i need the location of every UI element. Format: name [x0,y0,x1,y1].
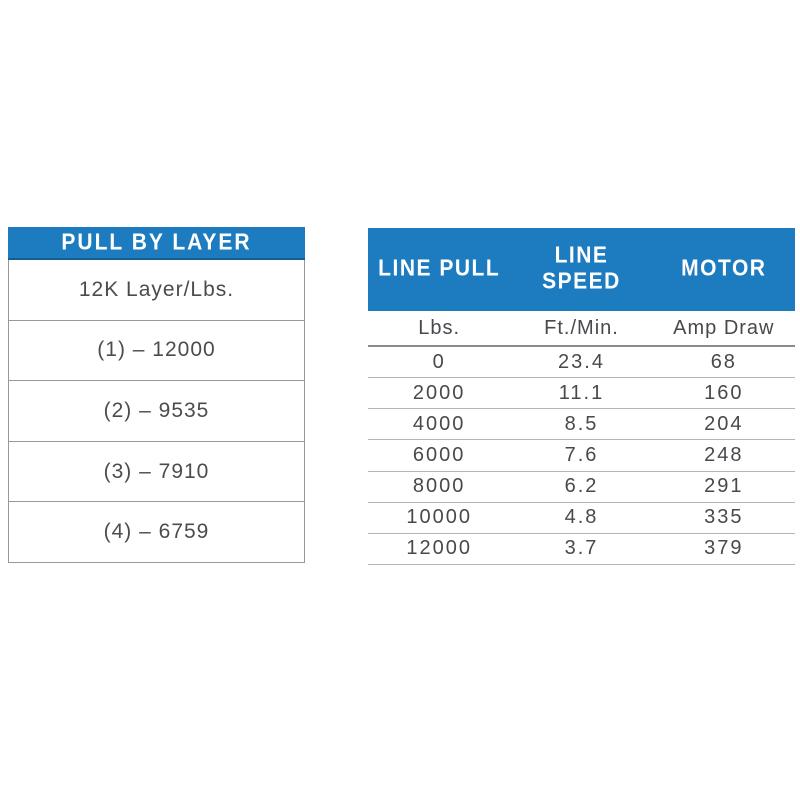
pull-layer-row-2: (2) – 9535 [9,381,304,442]
column-header-line-pull-label: LINE PULL [378,256,501,282]
cell-motor: 379 [704,537,744,560]
column-header-line-pull: LINE PULL [368,228,510,311]
column-header-motor-label: MOTOR [681,256,767,282]
cell-motor: 335 [704,506,744,529]
cell-line-pull: 2000 [412,381,466,404]
pull-by-layer-table: PULL BY LAYER 12K Layer/Lbs. (1) – 12000… [8,227,305,563]
unit-amp-draw: Amp Draw [673,316,775,339]
unit-ft-min: Ft./Min. [544,316,619,339]
cell-line-speed: 3.7 [564,537,599,560]
table-row: 8000 6.2 291 [368,472,795,503]
cell-line-pull: 12000 [406,537,472,560]
table-row: 0 23.4 68 [368,347,795,379]
cell-line-speed: 4.8 [564,506,599,529]
cell-line-speed: 6.2 [564,475,599,498]
pull-layer-row-1: (1) – 12000 [9,321,304,382]
pull-layer-value-1: (1) – 12000 [97,338,216,362]
pull-layer-value-3: (3) – 7910 [103,459,210,483]
pull-layer-row-3: (3) – 7910 [9,442,304,503]
pull-layer-subtitle-row: 12K Layer/Lbs. [9,260,304,321]
cell-line-pull: 0 [432,350,446,373]
unit-lbs: Lbs. [418,316,461,339]
cell-line-pull: 6000 [412,443,466,466]
table-row: 10000 4.8 335 [368,503,795,534]
cell-motor: 291 [704,475,744,498]
cell-line-pull: 10000 [406,506,472,529]
performance-units-row: Lbs. Ft./Min. Amp Draw [368,311,795,347]
pull-by-layer-header: PULL BY LAYER [8,227,305,260]
table-row: 2000 11.1 160 [368,378,795,410]
performance-header: LINE PULL LINE SPEED MOTOR [368,228,795,311]
cell-line-pull: 4000 [412,412,466,435]
cell-line-speed: 8.5 [564,412,599,435]
pull-by-layer-body: 12K Layer/Lbs. (1) – 12000 (2) – 9535 (3… [8,260,305,563]
pull-layer-value-4: (4) – 6759 [103,520,210,544]
cell-line-speed: 23.4 [558,350,605,373]
table-row: 12000 3.7 379 [368,534,795,565]
performance-table: LINE PULL LINE SPEED MOTOR Lbs. Ft./Min.… [368,228,795,565]
cell-line-speed: 7.6 [564,443,599,466]
table-row: 6000 7.6 248 [368,440,795,472]
pull-layer-subtitle: 12K Layer/Lbs. [78,277,235,301]
performance-rows: 0 23.4 68 2000 11.1 160 4000 8.5 204 600… [368,347,795,565]
cell-motor: 160 [704,381,744,404]
pull-layer-value-2: (2) – 9535 [103,398,210,422]
pull-by-layer-title: PULL BY LAYER [61,229,252,255]
cell-line-speed: 11.1 [558,381,605,404]
column-header-line-speed-label: LINE SPEED [542,243,621,295]
cell-motor: 248 [704,443,744,466]
cell-motor: 204 [704,412,744,435]
cell-line-pull: 8000 [412,475,466,498]
table-row: 4000 8.5 204 [368,409,795,441]
pull-layer-row-4: (4) – 6759 [9,502,304,562]
cell-motor: 68 [710,350,737,373]
column-header-line-speed: LINE SPEED [510,228,652,311]
column-header-motor: MOTOR [653,228,795,311]
